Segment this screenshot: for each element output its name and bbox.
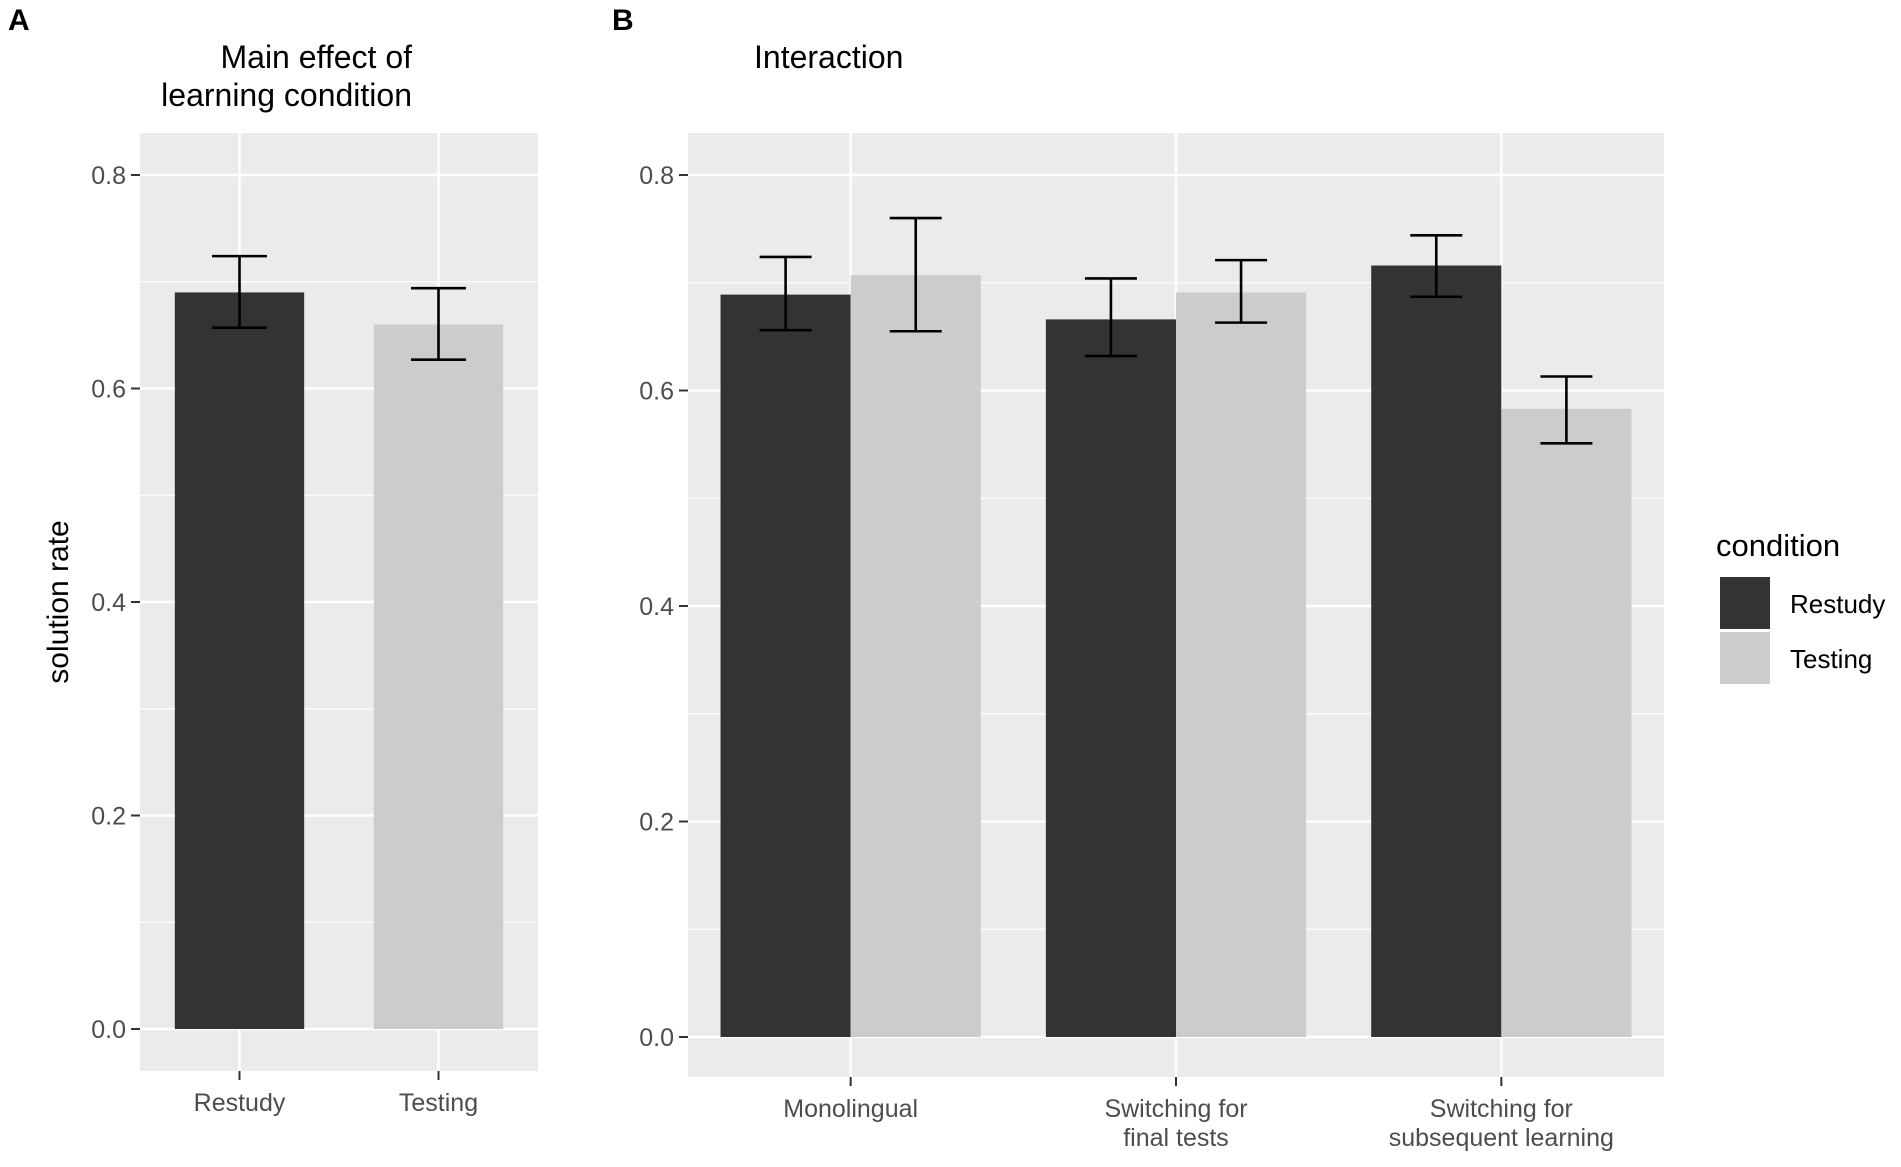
panel-a-x-tick-label: Testing: [399, 1089, 478, 1117]
panel-b-x-tick-label: Switching for: [1430, 1095, 1573, 1123]
panel-b-x-tick-label: subsequent learning: [1389, 1124, 1614, 1152]
panel-b-title: Interaction: [754, 39, 903, 75]
panel-a-title: learning condition: [161, 77, 412, 113]
panel-b-y-tick-label: 0.4: [639, 593, 674, 621]
panel-b-y-tick-label: 0.0: [639, 1024, 674, 1052]
panel-b-errorbar-restudy-2: [1410, 234, 1463, 299]
legend-label-restudy: Restudy: [1790, 589, 1885, 619]
panel-a-y-tick-label: 0.2: [91, 803, 126, 831]
panel-b-y-tick-label: 0.6: [639, 378, 674, 406]
panel-b-errorbar-testing-1: [1215, 258, 1268, 324]
panel-b-x-tick-label: Monolingual: [783, 1095, 918, 1123]
panel-b-bar-restudy-0: [720, 294, 851, 1037]
panel-b-panel-letter: B: [612, 4, 634, 37]
panel-a: 0.0 0.2 0.4 0.6 0.8 Restudy Testing A Main effec…: [8, 4, 538, 1117]
panel-b-bar-restudy-2: [1371, 265, 1502, 1037]
panel-a-title: Main effect of: [220, 39, 412, 75]
panel-b-bar-restudy-1: [1045, 319, 1176, 1037]
legend-title: condition: [1716, 528, 1840, 563]
panel-a-y-tick-label: 0.4: [91, 589, 126, 617]
panel-a-errorbar-testing: [411, 286, 466, 361]
panel-a-y-axis-title: solution rate: [42, 520, 75, 683]
legend: condition Restudy Testing: [1716, 528, 1885, 684]
panel-b-bar-testing-0: [850, 275, 981, 1037]
panel-a-x-tick-label: Restudy: [194, 1089, 286, 1117]
panel-b-bar-testing-1: [1176, 292, 1307, 1037]
panel-b-errorbar-restudy-1: [1084, 277, 1137, 358]
panel-a-bar-testing: [373, 324, 504, 1029]
panel-a-errorbar-restudy: [212, 254, 267, 329]
panel-b-y-tick-label: 0.8: [639, 162, 674, 190]
panel-a-bar-restudy: [174, 292, 305, 1029]
legend-swatch-testing: [1720, 632, 1770, 684]
panel-a-y-tick-label: 0.6: [91, 376, 126, 404]
panel-a-y-tick-label: 0.8: [91, 162, 126, 190]
panel-a-y-tick-label: 0.0: [91, 1016, 126, 1044]
panel-b-errorbar-testing-0: [889, 216, 942, 333]
panel-b-errorbar-restudy-0: [759, 255, 812, 332]
panel-b-bar-testing-2: [1501, 408, 1632, 1037]
panel-b-x-tick-label: final tests: [1123, 1124, 1229, 1152]
panel-b-x-tick-label: Switching for: [1104, 1095, 1247, 1123]
legend-swatch-restudy: [1720, 577, 1770, 629]
legend-label-testing: Testing: [1790, 644, 1872, 674]
panel-b-y-tick-label: 0.2: [639, 809, 674, 837]
panel-b-errorbar-testing-2: [1540, 375, 1593, 445]
panel-a-panel-letter: A: [8, 4, 30, 37]
